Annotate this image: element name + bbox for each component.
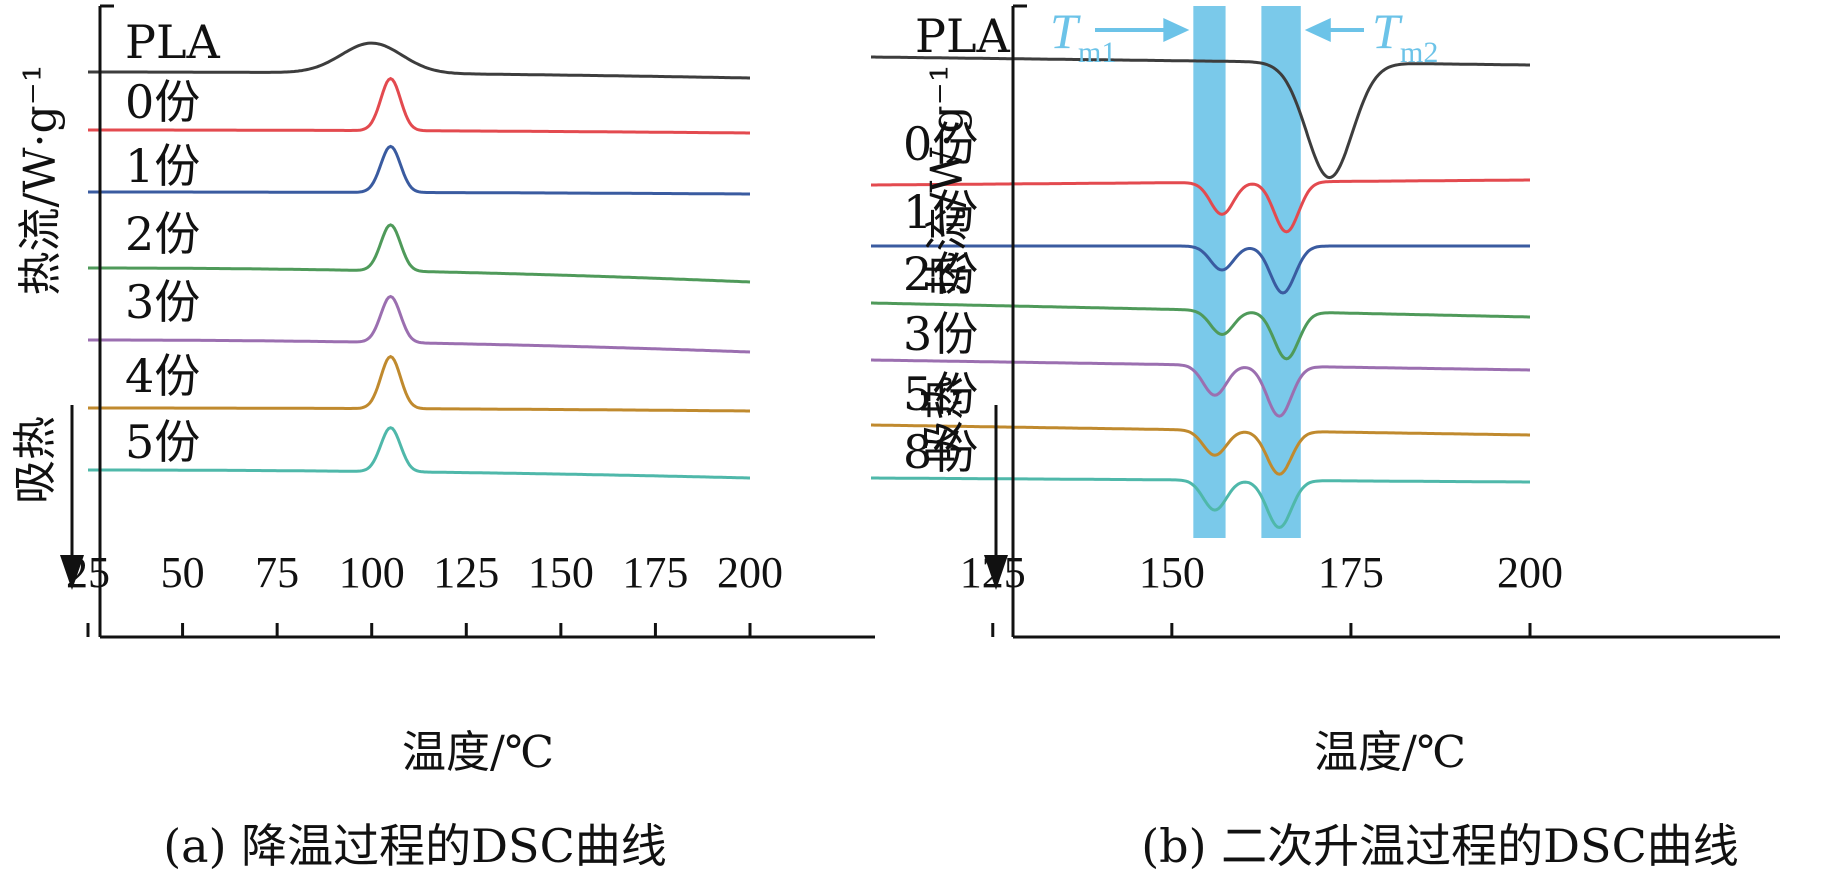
panel-b-series-label-0: PLA xyxy=(915,9,1010,63)
panel-a-y-axis-title: 热流/W·g⁻¹ xyxy=(15,64,66,295)
panel-a-curve-0 xyxy=(88,41,750,80)
panel-b-x-tick-label-2: 175 xyxy=(1318,548,1384,597)
panel-a-endo-arrowhead xyxy=(60,555,84,590)
panel-a-curve-3 xyxy=(88,223,751,284)
panel-b-series-label-5: 5份 xyxy=(903,367,978,421)
panel-a-x-ticks: 25 50 75 100 125 150 175 200 xyxy=(66,548,783,637)
panel-a-series-label-3: 2份 xyxy=(125,207,200,261)
panel-b-curve-4 xyxy=(871,358,1530,418)
panel-a-curves xyxy=(88,41,751,480)
tm1-label: T xyxy=(1050,3,1081,59)
panel-a-caption: (a) 降温过程的DSC曲线 xyxy=(163,819,667,873)
panel-b-series-label-4: 3份 xyxy=(903,307,978,361)
panel-a-x-tick-label-6: 175 xyxy=(622,548,688,597)
panel-a-x-tick-label-7: 200 xyxy=(717,548,783,597)
tm1-arrowhead xyxy=(1163,18,1190,42)
panel-a-curve-2 xyxy=(88,144,750,196)
panel-b-curve-1 xyxy=(871,178,1530,234)
panel-b-x-tick-label-3: 200 xyxy=(1497,548,1563,597)
panel-b-series-label-6: 8份 xyxy=(903,425,978,479)
panel-b-caption: (b) 二次升温过程的DSC曲线 xyxy=(1141,819,1739,873)
panel-b-curve-5 xyxy=(871,423,1530,476)
panel-a-x-tick-label-2: 75 xyxy=(255,548,299,597)
panel-b-series-label-1: 0份 xyxy=(903,117,978,171)
panel-a-curve-5 xyxy=(88,354,750,413)
panel-a-series-label-4: 3份 xyxy=(125,275,200,329)
panel-b-series-label-3: 2份 xyxy=(903,247,978,301)
panel-a-x-axis-title: 温度/℃ xyxy=(402,727,554,778)
tm1-subscript: m1 xyxy=(1078,36,1116,69)
panel-a-x-tick-label-3: 100 xyxy=(339,548,405,597)
tm2-subscript: m2 xyxy=(1400,36,1438,69)
panel-a-curve-6 xyxy=(88,426,750,480)
panel-b-series-label-2: 1份 xyxy=(903,185,978,239)
panel-a-x-tick-label-1: 50 xyxy=(161,548,205,597)
panel-b-band-0 xyxy=(1193,6,1226,538)
panel-b-y-axis-title: 热流/W·g⁻¹ xyxy=(922,64,973,295)
panel-a-series-labels: PLA 0份 1份 2份 3份 4份 5份 xyxy=(125,15,220,469)
panel-a-curve-4 xyxy=(88,294,751,354)
panel-b-curve-6 xyxy=(871,476,1530,530)
panel-b-highlight-bands xyxy=(1193,6,1301,538)
panel-b-endo-label: 吸热 xyxy=(918,376,969,464)
panel-b-curves xyxy=(871,55,1530,530)
panel-b-curve-2 xyxy=(871,244,1530,295)
panel-b-curve-0 xyxy=(871,55,1530,180)
panel-b-x-tick-label-1: 150 xyxy=(1139,548,1205,597)
panel-a-series-label-0: PLA xyxy=(125,15,220,69)
tm2-label: T xyxy=(1372,3,1403,59)
tm2-arrowhead xyxy=(1304,18,1331,42)
panel-a-series-label-1: 0份 xyxy=(125,75,200,129)
panel-a-x-tick-label-5: 150 xyxy=(528,548,594,597)
panel-a-endo-label: 吸热 xyxy=(10,416,61,504)
panel-b-x-axis-title: 温度/℃ xyxy=(1314,727,1466,778)
panel-a-curve-1 xyxy=(88,76,750,135)
panel-a-series-label-6: 5份 xyxy=(125,415,200,469)
panel-a-series-label-2: 1份 xyxy=(125,139,200,193)
panel-a-x-tick-label-4: 125 xyxy=(433,548,499,597)
panel-b-curve-3 xyxy=(871,301,1530,361)
panel-b-endo-arrowhead xyxy=(984,555,1008,590)
panel-a-series-label-5: 4份 xyxy=(125,349,200,403)
